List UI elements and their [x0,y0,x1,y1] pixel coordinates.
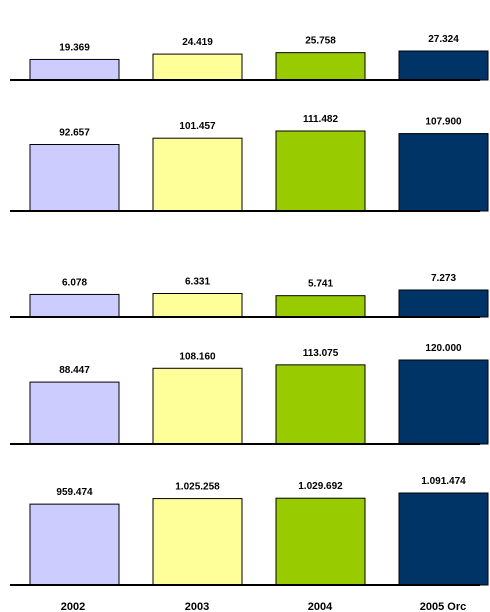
bar-panel-5-2002 [29,503,120,586]
value-label-panel-1-2002: 19.369 [59,42,90,53]
x-tick-label-2005-orc: 2005 Orc [420,601,466,612]
bar-panel-1-2002 [29,58,120,81]
bar-panel-4-2005-orc [398,359,489,445]
chart-panel-1: 19.369 24.419 25.758 27.324 [10,34,489,81]
bar-panel-1-2004 [275,52,366,81]
bar-panel-5-2004 [275,497,366,586]
chart-panel-3: 6.078 6.331 5.741 7.273 [10,273,489,318]
bar-panel-3-2003 [152,292,243,318]
x-tick-label-2004: 2004 [308,601,333,612]
value-label-panel-3-2004: 5.741 [308,279,333,290]
bar-panel-3-2004 [275,295,366,318]
bar-panel-4-2002 [29,381,120,445]
value-label-panel-4-2003: 108.160 [179,351,216,362]
bar-panel-4-2003 [152,367,243,445]
value-label-panel-4-2002: 88.447 [59,365,90,376]
x-tick-label-2003: 2003 [185,601,209,612]
value-label-panel-2-2004: 111.482 [303,114,338,125]
value-label-panel-4-2004: 113.075 [303,348,339,359]
value-label-panel-3-2005-orc: 7.273 [431,273,456,284]
value-label-panel-2-2002: 92.657 [59,128,90,139]
bar-panel-5-2003 [152,498,243,586]
bar-panel-3-2005-orc [398,289,489,318]
chart-panels: 19.369 24.419 25.758 27.324 92.657 101.457 111… [10,34,489,586]
bar-panel-2-2002 [29,144,120,212]
chart-panel-5: 959.474 1.025.258 1.029.692 1.091.474 [10,476,489,586]
bar-panel-2-2004 [275,130,366,212]
value-label-panel-1-2003: 24.419 [182,37,213,48]
chart-panel-2: 92.657 101.457 111.482 107.900 [10,114,489,212]
bar-panel-4-2004 [275,364,366,445]
value-label-panel-1-2005-orc: 27.324 [428,34,459,45]
value-label-panel-3-2003: 6.331 [185,276,210,287]
bar-panel-1-2005-orc [398,50,489,81]
x-tick-label-2002: 2002 [61,601,85,612]
x-axis-labels: 2002 2003 2004 2005 Orc [61,601,466,612]
bar-panel-2-2005-orc [398,133,489,212]
bar-panel-1-2003 [152,53,243,81]
value-label-panel-2-2003: 101.457 [179,121,216,132]
value-label-panel-5-2002: 959.474 [56,487,93,498]
value-label-panel-1-2004: 25.758 [305,36,336,47]
value-label-panel-2-2005-orc: 107.900 [425,117,462,128]
chart-panel-4: 88.447 108.160 113.075 120.000 [10,343,489,445]
bar-panel-3-2002 [29,293,120,318]
value-label-panel-5-2005-orc: 1.091.474 [421,476,466,487]
value-label-panel-3-2002: 6.078 [62,277,87,288]
value-label-panel-5-2003: 1.025.258 [175,482,220,493]
value-label-panel-5-2004: 1.029.692 [298,481,343,492]
bar-panel-5-2005-orc [398,492,489,586]
bar-panel-2-2003 [152,137,243,212]
value-label-panel-4-2005-orc: 120.000 [425,343,462,354]
